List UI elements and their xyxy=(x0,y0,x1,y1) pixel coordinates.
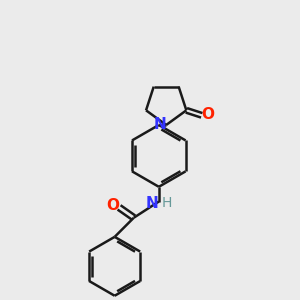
Text: N: N xyxy=(146,196,159,211)
Text: O: O xyxy=(107,198,120,213)
Text: N: N xyxy=(153,118,166,133)
Text: O: O xyxy=(201,107,214,122)
Text: H: H xyxy=(162,196,172,210)
